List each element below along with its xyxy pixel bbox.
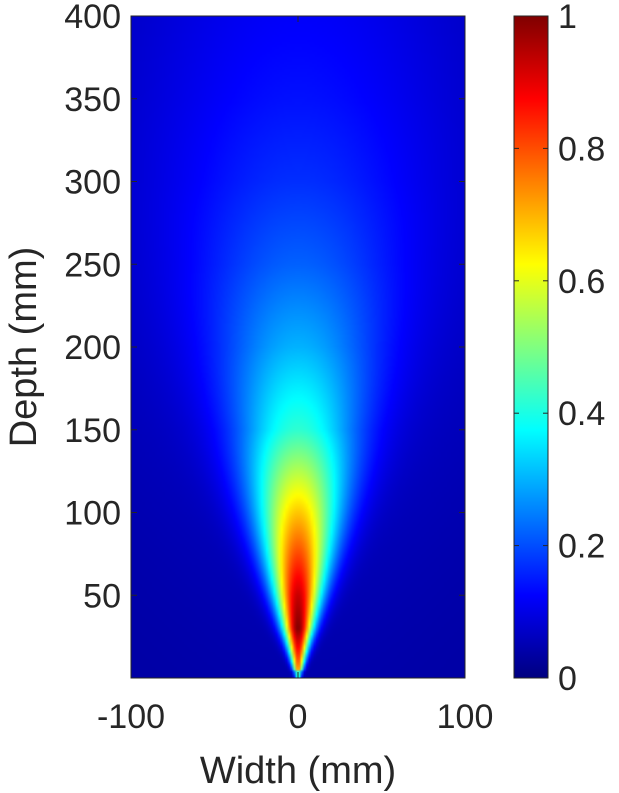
colorbar-gradient [514,16,548,678]
colorbar-tick-label: 0.2 [558,528,605,566]
y-axis-title: Depth (mm) [3,247,45,448]
x-tick-label: 100 [437,698,494,736]
colorbar-ticks: 0 0.2 0.4 0.6 0.8 1 [514,0,605,698]
x-tick-label: -100 [97,698,165,736]
y-tick-label: 100 [64,495,121,533]
y-axis: 50 100 150 200 250 300 350 400 [64,0,465,615]
colorbar-tick-label: 0.6 [558,263,605,301]
colorbar-tick-label: 0.8 [558,130,605,168]
colorbar-tick-label: 0.4 [558,395,605,433]
heatmap-image [131,16,465,678]
y-tick-label: 300 [64,164,121,202]
heatmap-plot-area [131,16,465,678]
y-tick-label: 350 [64,81,121,119]
y-tick-label: 50 [83,577,121,615]
colorbar: 0 0.2 0.4 0.6 0.8 1 [513,0,605,698]
colorbar-frame [513,15,549,679]
y-tick-label: 250 [64,246,121,284]
x-axis-title: Width (mm) [200,750,396,792]
y-tick-label: 200 [64,329,121,367]
y-tick-label: 400 [64,0,121,36]
x-tick-label: 0 [289,698,308,736]
colorbar-tick-label: 0 [558,660,577,698]
y-tick-label: 150 [64,412,121,450]
colorbar-tick-label: 1 [558,0,577,36]
x-axis: -100 0 100 [97,16,493,736]
